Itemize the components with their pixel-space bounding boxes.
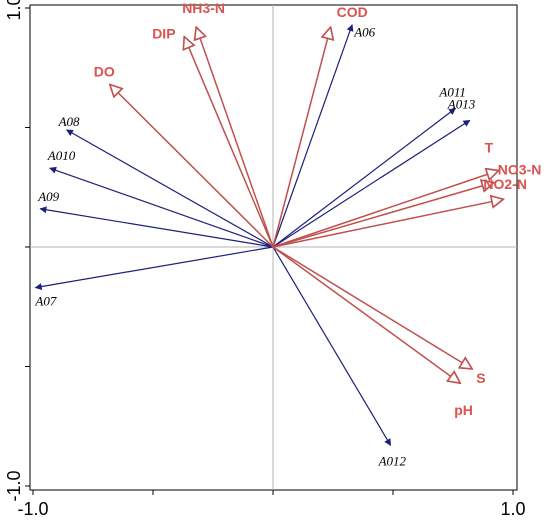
env-arrow-dip (184, 37, 274, 248)
species-label-a07: A07 (34, 294, 56, 309)
env-arrow-no2-n (272, 199, 503, 248)
env-arrow-t (272, 171, 499, 248)
y-tick-label: 1.0 (4, 0, 24, 21)
env-arrow-ph (272, 246, 460, 383)
env-arrow-cod (272, 27, 331, 248)
species-arrow-a011 (272, 107, 456, 248)
env-arrow-do (110, 84, 274, 248)
env-arrow-s (272, 246, 472, 369)
env-arrow-nh3-n (196, 27, 274, 248)
species-label-a011: A011 (438, 84, 465, 99)
species-label-a013: A013 (447, 96, 476, 111)
x-tick-label: 1.0 (500, 499, 525, 519)
env-label-do: DO (94, 63, 115, 79)
y-tick-label: -1.0 (4, 470, 24, 501)
species-arrow-a06 (272, 24, 354, 248)
species-label-a09: A09 (37, 189, 59, 204)
species-label-a08: A08 (58, 114, 80, 129)
env-label-no3-n: NO3-N (498, 161, 542, 177)
env-label-ph: pH (454, 402, 473, 418)
species-arrow-a010 (49, 166, 274, 248)
env-label-no2-n: NO2-N (483, 176, 527, 192)
env-label-dip: DIP (152, 26, 175, 42)
env-label-nh3-n: NH3-N (182, 0, 225, 16)
env-label-s: S (476, 370, 485, 386)
x-tick-label: -1.0 (17, 499, 48, 519)
species-arrow-a013 (272, 119, 471, 248)
species-label-a06: A06 (353, 25, 375, 40)
env-arrow-no3-n (272, 182, 494, 248)
species-arrow-a012 (272, 246, 392, 446)
env-label-cod: COD (337, 4, 368, 20)
env-label-t: T (485, 140, 494, 156)
species-arrow-a09 (39, 206, 274, 248)
species-label-a012: A012 (378, 453, 407, 468)
species-label-a010: A010 (47, 148, 76, 163)
species-arrow-a07 (34, 246, 274, 291)
species-arrow-a08 (65, 129, 274, 248)
